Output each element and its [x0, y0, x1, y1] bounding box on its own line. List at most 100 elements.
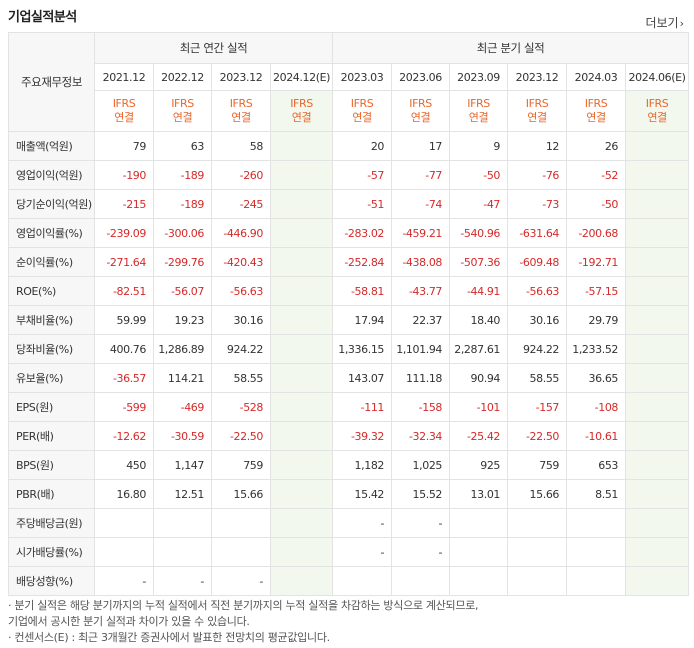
- consolidated-label: 연결: [527, 111, 547, 124]
- ifrs-header[interactable]: IFRS 연결: [269, 90, 334, 132]
- table-cell: 17: [391, 131, 451, 161]
- ifrs-header[interactable]: IFRS 연결: [625, 90, 690, 132]
- row-label: EPS(원): [8, 392, 95, 422]
- consolidated-label: 연결: [352, 111, 372, 124]
- table-row: ROE(%) -82.51 -56.07 -56.63 -58.81 -43.77 -44.…: [8, 276, 690, 306]
- table-cell: [211, 508, 271, 538]
- ifrs-header[interactable]: IFRS 연결: [94, 90, 154, 132]
- ifrs-header[interactable]: IFRS 연결: [332, 90, 393, 132]
- table-row: 시가배당률(%) - -: [8, 537, 690, 567]
- table-cell: [269, 363, 334, 393]
- ifrs-label: IFRS: [584, 97, 608, 110]
- table-cell: 26: [566, 131, 627, 161]
- table-cell: 12: [507, 131, 568, 161]
- table-cell: [269, 566, 334, 596]
- table-cell: -22.50: [507, 421, 568, 451]
- table-cell: -111: [332, 392, 393, 422]
- table-cell: -43.77: [391, 276, 451, 306]
- table-cell: 1,336.15: [332, 334, 393, 364]
- table-cell: -: [332, 537, 393, 567]
- table-cell: [625, 305, 690, 335]
- footnote-2: 기업에서 공시한 분기 실적과 차이가 있을 수 있습니다.: [8, 615, 250, 628]
- consolidated-label: 연결: [291, 111, 312, 124]
- row-label: 유보율(%): [8, 363, 95, 393]
- table-cell: [625, 450, 690, 480]
- table-cell: 1,147: [153, 450, 212, 480]
- table-cell: [449, 508, 509, 538]
- ifrs-header[interactable]: IFRS 연결: [153, 90, 212, 132]
- row-label: 당좌비율(%): [8, 334, 95, 364]
- financial-table: 주요재무정보 최근 연간 실적 최근 분기 실적 2021.12 2022.12 2…: [8, 32, 690, 596]
- table-cell: 1,182: [332, 450, 393, 480]
- table-cell: [625, 363, 690, 393]
- table-cell: -39.32: [332, 421, 393, 451]
- table-row: 주당배당금(원) - -: [8, 508, 690, 538]
- table-cell: -: [332, 508, 393, 538]
- table-cell: [625, 421, 690, 451]
- table-cell: [625, 247, 690, 277]
- table-row: 순이익률(%) -271.64 -299.76 -420.43 -252.84 -438.…: [8, 247, 690, 277]
- table-cell: -57.15: [566, 276, 627, 306]
- table-cell: [269, 537, 334, 567]
- period-header: 2024.03: [566, 63, 627, 91]
- more-link[interactable]: 더보기›: [645, 14, 684, 31]
- table-cell: [507, 537, 568, 567]
- table-cell: 59.99: [94, 305, 154, 335]
- row-label: PBR(배): [8, 479, 95, 509]
- table-cell: 111.18: [391, 363, 451, 393]
- table-cell: -44.91: [449, 276, 509, 306]
- row-label: 시가배당률(%): [8, 537, 95, 567]
- table-cell: [625, 566, 690, 596]
- table-cell: -82.51: [94, 276, 154, 306]
- ifrs-header[interactable]: IFRS 연결: [391, 90, 451, 132]
- table-row: 배당성향(%) - - -: [8, 566, 690, 596]
- annual-group-header: 최근 연간 실적: [93, 32, 334, 64]
- table-cell: -52: [566, 160, 627, 190]
- table-cell: 759: [211, 450, 271, 480]
- table-cell: -10.61: [566, 421, 627, 451]
- ifrs-header[interactable]: IFRS 연결: [449, 90, 509, 132]
- table-cell: 759: [507, 450, 568, 480]
- ifrs-header[interactable]: IFRS 연결: [211, 90, 271, 132]
- table-cell: 13.01: [449, 479, 509, 509]
- table-cell: [332, 566, 393, 596]
- row-label: 영업이익률(%): [8, 218, 95, 248]
- ifrs-label: IFRS: [171, 97, 194, 110]
- ifrs-header[interactable]: IFRS 연결: [507, 90, 568, 132]
- table-cell: [269, 392, 334, 422]
- table-cell: 19.23: [153, 305, 212, 335]
- table-cell: [269, 247, 334, 277]
- row-label: 매출액(억원): [8, 131, 95, 161]
- ifrs-label: IFRS: [409, 97, 432, 110]
- table-cell: [391, 566, 451, 596]
- table-cell: [625, 218, 690, 248]
- table-cell: -299.76: [153, 247, 212, 277]
- period-header: 2023.06: [391, 63, 451, 91]
- section-title: 기업실적분석: [8, 10, 77, 25]
- table-cell: [153, 508, 212, 538]
- table-cell: [269, 479, 334, 509]
- table-cell: -12.62: [94, 421, 154, 451]
- period-header: 2023.03: [332, 63, 393, 91]
- table-cell: -599: [94, 392, 154, 422]
- ifrs-label: IFRS: [645, 97, 669, 110]
- ifrs-header[interactable]: IFRS 연결: [566, 90, 627, 132]
- period-header: 2023.12: [211, 63, 271, 91]
- table-cell: [625, 131, 690, 161]
- table-cell: 58.55: [507, 363, 568, 393]
- ifrs-label: IFRS: [290, 97, 313, 110]
- table-cell: [566, 508, 627, 538]
- table-cell: -47: [449, 189, 509, 219]
- table-cell: -: [391, 537, 451, 567]
- table-cell: -108: [566, 392, 627, 422]
- table-cell: -58.81: [332, 276, 393, 306]
- table-cell: [625, 508, 690, 538]
- table-cell: 79: [94, 131, 154, 161]
- table-cell: -73: [507, 189, 568, 219]
- table-cell: 8.51: [566, 479, 627, 509]
- table-cell: -420.43: [211, 247, 271, 277]
- table-row: 유보율(%) -36.57 114.21 58.55 143.07 111.18 90.94…: [8, 363, 690, 393]
- table-cell: -77: [391, 160, 451, 190]
- consolidated-label: 연결: [647, 111, 667, 124]
- table-row: 영업이익률(%) -239.09 -300.06 -446.90 -283.02 -459…: [8, 218, 690, 248]
